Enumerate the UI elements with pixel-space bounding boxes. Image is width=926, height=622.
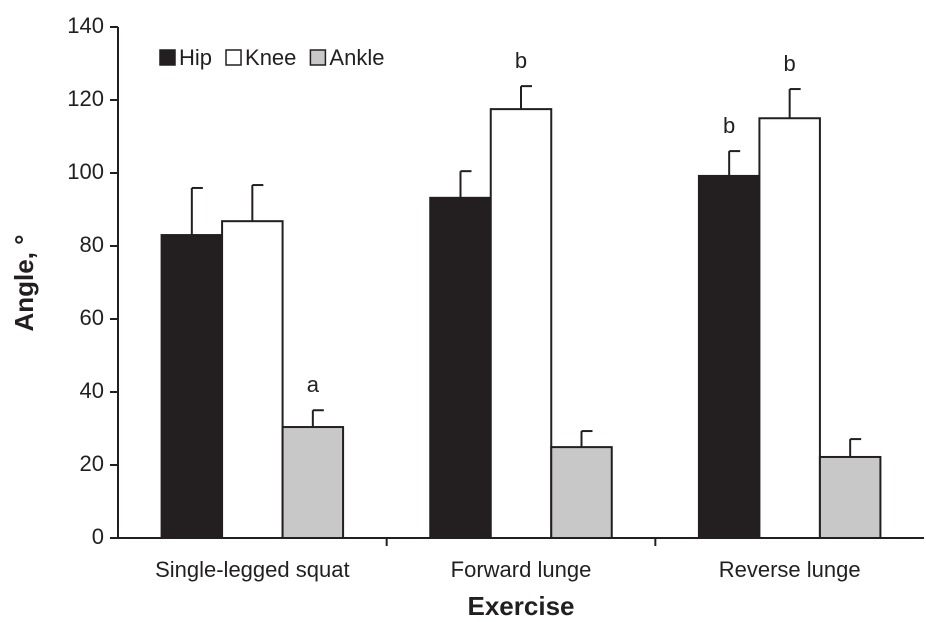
y-tick-label: 0 xyxy=(92,524,104,549)
bar xyxy=(429,196,492,539)
bar xyxy=(489,108,553,539)
bar xyxy=(758,117,821,539)
x-tick-label: Single-legged squat xyxy=(155,557,349,582)
bar xyxy=(281,426,345,540)
annotation: b xyxy=(515,48,527,73)
y-tick-label: 20 xyxy=(80,451,104,476)
annotation: b xyxy=(784,51,796,76)
y-tick-label: 100 xyxy=(67,159,104,184)
bar xyxy=(160,234,224,540)
annotation: b xyxy=(723,113,735,138)
bar xyxy=(818,455,882,539)
x-tick-label: Reverse lunge xyxy=(719,557,861,582)
bar xyxy=(221,220,284,539)
legend-swatch xyxy=(225,49,242,66)
legend-swatch xyxy=(159,49,176,66)
legend-label: Hip xyxy=(179,45,212,70)
bar xyxy=(550,446,613,539)
legend-swatch xyxy=(309,49,327,66)
legend-label: Ankle xyxy=(329,45,384,70)
x-axis-title: Exercise xyxy=(468,591,575,621)
annotation: a xyxy=(307,372,320,397)
y-tick-label: 40 xyxy=(80,378,104,403)
y-tick-label: 140 xyxy=(67,13,104,38)
legend-label: Knee xyxy=(245,45,296,70)
y-axis-title: Angle, ° xyxy=(9,234,39,331)
y-tick-label: 80 xyxy=(80,232,104,257)
y-tick-label: 120 xyxy=(67,86,104,111)
y-tick-label: 60 xyxy=(80,305,104,330)
bar xyxy=(697,174,761,539)
x-tick-label: Forward lunge xyxy=(451,557,592,582)
